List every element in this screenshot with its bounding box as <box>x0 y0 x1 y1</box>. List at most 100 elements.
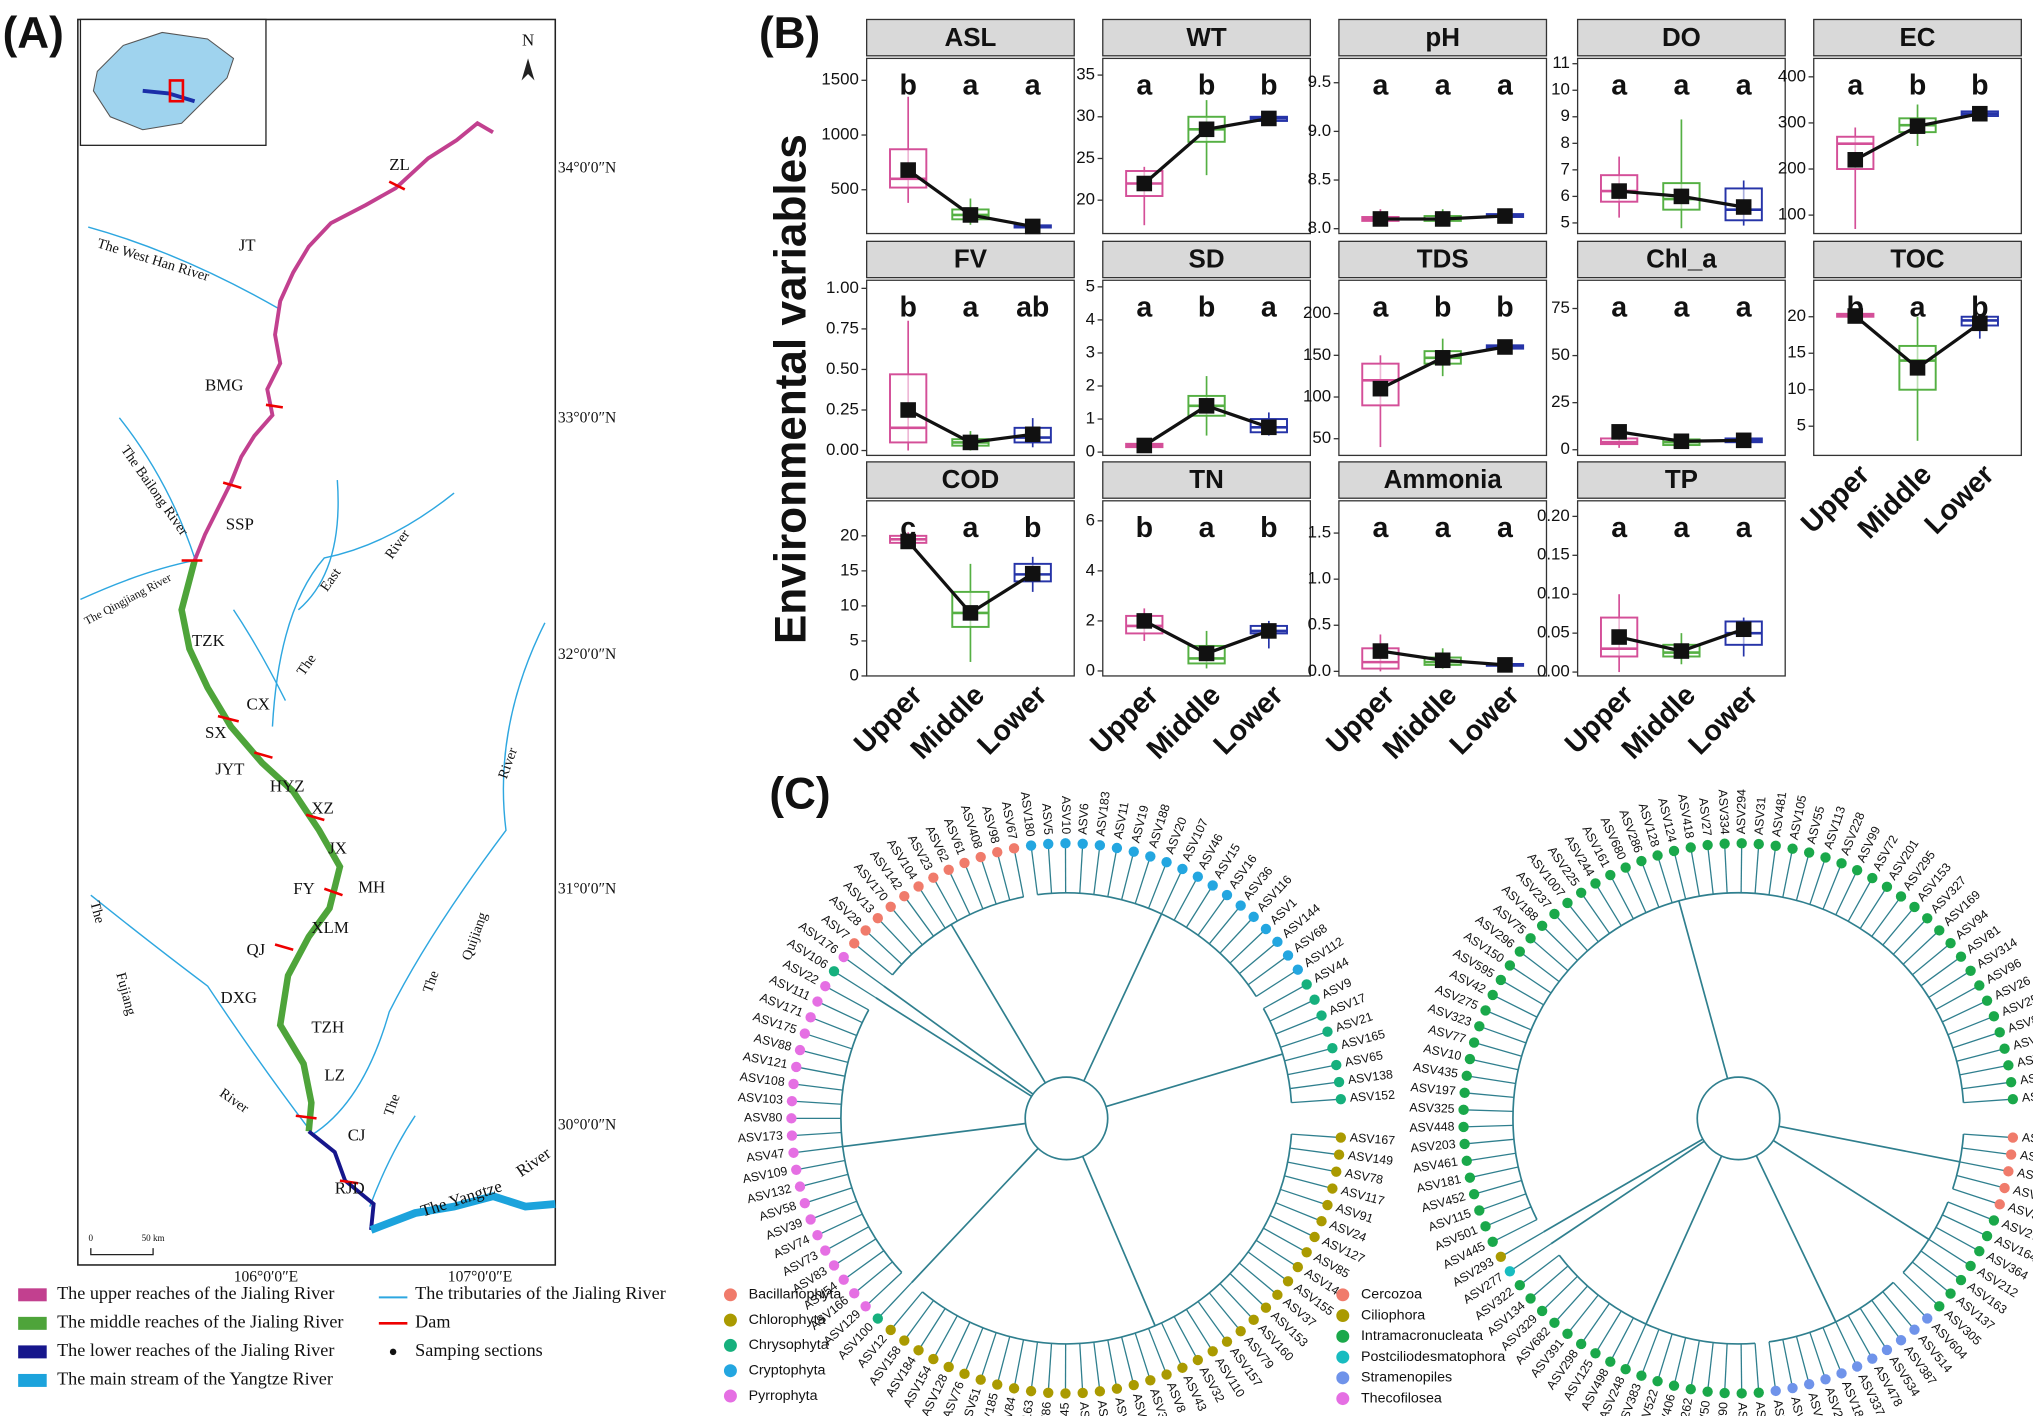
branch <box>1656 855 1673 903</box>
legend-dot <box>1336 1309 1350 1323</box>
y-tick-label: 1 <box>1086 409 1095 428</box>
leaf-dot <box>788 1078 799 1090</box>
branch <box>890 1291 923 1331</box>
leaf-dot <box>1536 920 1548 931</box>
branch <box>1079 843 1084 894</box>
leaf-dot <box>1128 846 1139 857</box>
branch <box>1255 1239 1299 1268</box>
facet-title: COD <box>942 466 1000 494</box>
leaf-dot <box>1575 887 1587 898</box>
y-tick-label: 500 <box>831 179 859 198</box>
branch <box>1269 1215 1315 1238</box>
letter: a <box>1736 291 1753 323</box>
y-tick-label: 400 <box>1778 66 1806 85</box>
branch <box>1859 1307 1888 1351</box>
legend-swatch <box>18 1316 47 1330</box>
legend-label: The upper reaches of the Jialing River <box>57 1283 334 1303</box>
branch <box>1656 1333 1673 1382</box>
branch <box>1479 1025 1527 1044</box>
branch <box>1690 1340 1700 1390</box>
branch <box>1640 860 1660 908</box>
leaf-dot <box>860 925 871 936</box>
y-tick-label: 0 <box>849 665 858 684</box>
branch <box>1134 856 1151 904</box>
leaf-dot <box>1468 1037 1480 1048</box>
y-tick-label: 50 <box>1312 428 1331 447</box>
leaf-dot <box>1128 1379 1139 1391</box>
leaf-label: ASV80 <box>744 1111 782 1125</box>
branch <box>1942 1000 1988 1023</box>
y-tick-label: 6 <box>1560 186 1569 205</box>
branch <box>1160 1322 1184 1369</box>
branch <box>1778 1125 1960 1163</box>
leaf-dot <box>1161 856 1172 868</box>
letter: a <box>1673 512 1690 544</box>
leaf-dot <box>1094 840 1106 851</box>
mean-point <box>900 533 916 550</box>
leaf-label: ASV50 <box>1695 1400 1713 1416</box>
mean-point <box>1372 211 1389 227</box>
mean-point <box>1434 350 1451 366</box>
leaf-dot <box>860 1301 871 1312</box>
letter: a <box>1910 291 1927 323</box>
leaf-dot <box>1495 974 1507 986</box>
site-label: CX <box>247 695 270 714</box>
branch <box>1768 1341 1777 1391</box>
branch <box>877 917 913 955</box>
site-label: HYZ <box>270 776 305 795</box>
letter: a <box>1435 512 1452 544</box>
leaf-dot <box>943 1361 954 1373</box>
branch <box>875 997 1033 1098</box>
leaf-dot <box>2005 1149 2017 1160</box>
branch <box>1229 928 1267 964</box>
branch <box>1047 1343 1053 1393</box>
site-label: BMG <box>205 376 243 395</box>
leaf-dot <box>1248 911 1259 923</box>
leaf-dot <box>1685 1384 1696 1395</box>
leaf-dot <box>1111 1383 1123 1394</box>
branch <box>1024 1076 1109 1161</box>
leaf-dot <box>1719 838 1730 849</box>
leaf-dot <box>1480 1005 1491 1016</box>
leaf-dot <box>1536 1305 1548 1317</box>
letter: a <box>1136 291 1153 323</box>
y-tick-label: 0.25 <box>826 399 859 418</box>
leaf-dot <box>1636 1370 1647 1381</box>
branch <box>843 956 885 987</box>
y-tick-label: 1.5 <box>1308 523 1331 542</box>
y-tick-label: 10 <box>1787 379 1806 398</box>
leaf-dot <box>1562 897 1573 909</box>
leaf-label: ASV173 <box>737 1128 783 1145</box>
leaf-label: ASV138 <box>1347 1067 1394 1087</box>
leaf-label: ASV334 <box>1716 789 1732 835</box>
legend-label: Intramacronucleata <box>1361 1328 1483 1344</box>
leaf-dot <box>1867 1353 1878 1364</box>
leaf-label: ASV27 <box>1696 797 1714 837</box>
leaf-dot <box>1955 951 1967 962</box>
letter: a <box>1497 69 1514 101</box>
y-tick-label: 200 <box>1778 158 1806 177</box>
leaf-dot <box>1322 1199 1333 1211</box>
mean-point <box>1136 613 1153 629</box>
y-axis-title: Environmental variables <box>767 134 816 644</box>
site-label: XZ <box>311 798 333 817</box>
site-label: LZ <box>324 1066 345 1085</box>
mean-point <box>1735 432 1752 449</box>
branch <box>1464 1138 1514 1145</box>
branch <box>1263 983 1307 1010</box>
mean-point <box>1024 565 1041 582</box>
leaf-dot <box>1487 1236 1498 1247</box>
leaf-dot <box>1468 1188 1480 1200</box>
mean-point <box>1673 188 1690 205</box>
leaf-label: ASV90 <box>1715 1402 1731 1416</box>
facet-title: Ammonia <box>1384 466 1503 494</box>
branch <box>810 1016 857 1037</box>
branch <box>1963 1098 2013 1104</box>
legend-label: The tributaries of the Jialing River <box>415 1283 666 1303</box>
branch <box>1083 913 1163 1082</box>
inset-box <box>168 79 185 103</box>
mean-point <box>1972 105 1988 122</box>
leaf-dot <box>1111 842 1123 854</box>
branch <box>1678 900 1729 1079</box>
leaf-label: ASV167 <box>1349 1130 1395 1147</box>
